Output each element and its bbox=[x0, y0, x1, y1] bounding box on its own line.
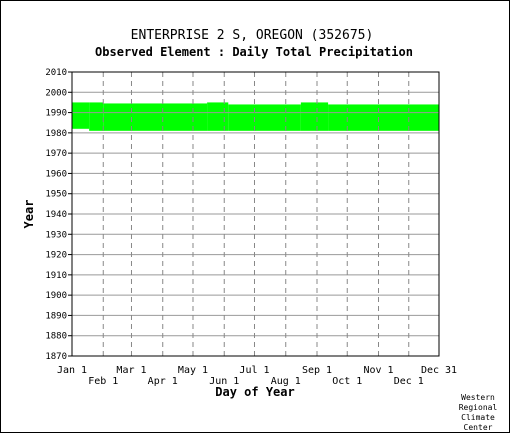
y-tick-label: 1960 bbox=[45, 169, 67, 179]
x-tick-label: Dec 1 bbox=[394, 376, 424, 387]
x-tick-label: Jan 1 bbox=[57, 365, 87, 376]
x-tick-label: Feb 1 bbox=[88, 376, 118, 387]
coverage-band bbox=[72, 102, 90, 129]
y-tick-label: 1890 bbox=[45, 311, 67, 321]
x-tick-label: Oct 1 bbox=[332, 376, 362, 387]
y-tick-label: 1930 bbox=[45, 230, 67, 240]
credit-line: Center bbox=[464, 423, 493, 432]
x-tick-label: Jun 1 bbox=[209, 376, 239, 387]
x-tick-label: Dec 31 bbox=[421, 365, 457, 376]
y-axis-label: Year bbox=[22, 200, 36, 229]
y-tick-label: 1910 bbox=[45, 271, 67, 281]
y-tick-label: 1970 bbox=[45, 149, 67, 159]
y-tick-label: 2000 bbox=[45, 88, 67, 98]
x-tick-label: Aug 1 bbox=[271, 376, 301, 387]
chart-subtitle: Observed Element : Daily Total Precipita… bbox=[95, 45, 413, 59]
coverage-band bbox=[328, 104, 439, 131]
x-tick-label: Jul 1 bbox=[239, 365, 269, 376]
y-tick-label: 1900 bbox=[45, 291, 67, 301]
coverage-bands bbox=[72, 102, 439, 131]
x-tick-label: Sep 1 bbox=[302, 365, 332, 376]
y-tick-label: 1920 bbox=[45, 251, 67, 261]
y-tick-label: 1950 bbox=[45, 190, 67, 200]
coverage-band bbox=[207, 102, 229, 131]
credit-line: Climate bbox=[461, 413, 495, 422]
y-tick-labels: 1870 1880 1890 1900 1910 1920 1930 1940 1950 1960… bbox=[45, 68, 72, 362]
y-tick-label: 1990 bbox=[45, 109, 67, 119]
y-tick-label: 1980 bbox=[45, 129, 67, 139]
y-tick-label: 1880 bbox=[45, 332, 67, 342]
coverage-band bbox=[103, 103, 208, 131]
x-tick-labels: Jan 1 Mar 1 May 1 Jul 1 Sep 1 Nov 1 Dec 31 Feb … bbox=[57, 365, 457, 387]
x-tick-label: Apr 1 bbox=[148, 376, 178, 387]
x-tick-label: May 1 bbox=[178, 365, 208, 376]
y-tick-label: 1940 bbox=[45, 210, 67, 220]
chart-title: ENTERPRISE 2 S, OREGON (352675) bbox=[131, 28, 374, 43]
credit-line: Regional bbox=[459, 403, 498, 412]
y-tick-label: 2010 bbox=[45, 68, 67, 78]
coverage-band bbox=[89, 102, 104, 131]
x-tick-label: Mar 1 bbox=[116, 365, 146, 376]
y-tick-label: 1870 bbox=[45, 352, 67, 362]
credit-line: Western bbox=[461, 393, 495, 402]
x-tick-label: Nov 1 bbox=[363, 365, 393, 376]
coverage-band bbox=[228, 104, 301, 131]
x-axis-label: Day of Year bbox=[215, 385, 294, 399]
coverage-band bbox=[300, 102, 329, 131]
